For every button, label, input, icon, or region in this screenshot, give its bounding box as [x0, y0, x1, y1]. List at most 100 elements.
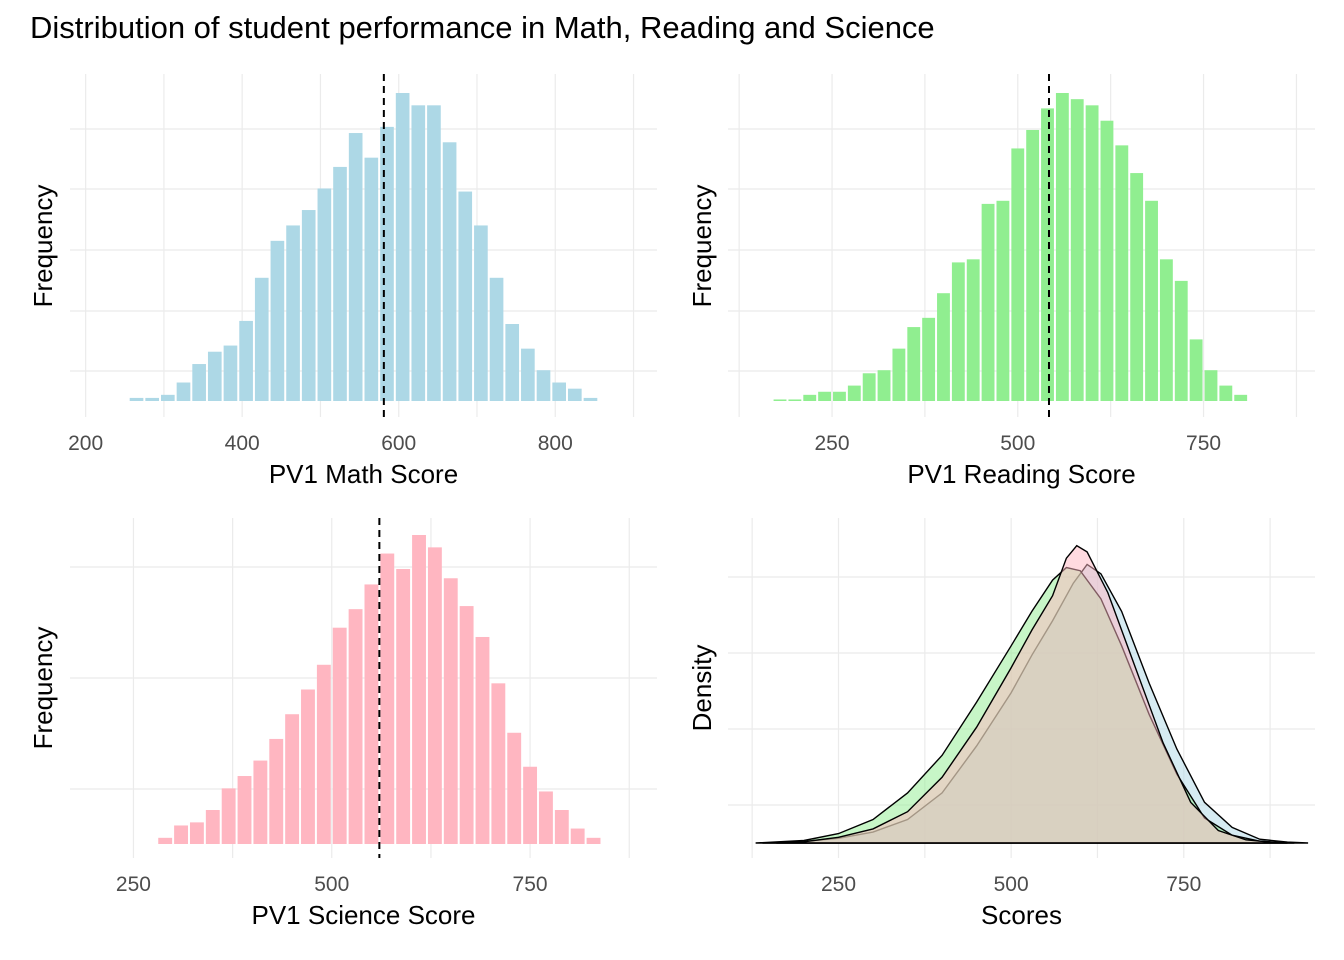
histogram-bar	[907, 327, 921, 401]
histogram-bar	[937, 293, 950, 401]
x-axis-label: PV1 Math Score	[269, 459, 458, 489]
histogram-bar	[459, 606, 474, 844]
histogram-bar	[1085, 105, 1099, 401]
x-tick-label: 750	[1166, 873, 1201, 896]
histogram-bar	[427, 547, 442, 844]
histogram-bar	[567, 388, 582, 401]
histogram-bar	[833, 391, 846, 401]
histogram-bar	[301, 210, 316, 401]
histogram-bar	[474, 225, 488, 401]
histogram-bar	[521, 348, 535, 401]
histogram-bar	[158, 837, 173, 844]
histogram-bar	[554, 810, 569, 844]
histogram-bar	[773, 399, 787, 401]
histogram-bar	[223, 345, 238, 401]
density-curve	[776, 544, 1295, 844]
histogram-bar	[239, 320, 253, 401]
histogram-bar	[145, 397, 160, 401]
histogram-bar	[364, 584, 379, 844]
y-axis-label: Density	[687, 645, 717, 732]
histogram-bar	[570, 828, 585, 844]
histogram-bar	[427, 105, 441, 401]
histogram-bar	[1219, 385, 1233, 401]
x-axis-label: PV1 Science Score	[251, 900, 475, 930]
x-tick-label: 600	[381, 432, 416, 455]
histogram-bar	[270, 240, 285, 401]
y-axis-label: Frequency	[28, 627, 58, 750]
histogram-bar	[818, 391, 832, 401]
histogram-bar	[922, 317, 936, 401]
panel-reading: 250 500 750 PV1 Reading Score Frequency	[687, 74, 1315, 489]
histogram-bar	[586, 837, 601, 844]
histogram-bar	[1026, 129, 1040, 401]
histogram-bar	[507, 732, 522, 844]
histogram-bar	[1100, 120, 1114, 401]
histogram-bar	[380, 126, 394, 401]
panel-math: 200 400 600 800 PV1 Math Score Frequency	[28, 74, 657, 489]
x-tick-label: 250	[815, 432, 850, 455]
histogram-bar	[221, 788, 236, 844]
histogram-bar	[1130, 173, 1144, 401]
x-tick-label: 500	[1000, 432, 1035, 455]
histogram-bar	[348, 609, 363, 844]
x-tick-label: 750	[1186, 432, 1221, 455]
histogram-bar	[176, 382, 191, 401]
histogram-bar	[966, 259, 980, 401]
histogram-bar	[396, 568, 411, 844]
x-tick-label: 400	[225, 432, 260, 455]
panel-density: 250 500 750 Scores Density	[687, 518, 1315, 930]
panel-science: 250 500 750 PV1 Science Score Frequency	[28, 518, 657, 930]
y-axis-label: Frequency	[28, 185, 58, 308]
histogram-bar	[316, 664, 331, 844]
histogram-bar	[205, 810, 220, 844]
histogram-bar	[348, 133, 363, 402]
histogram-bar	[285, 714, 300, 844]
histogram-bar	[129, 397, 144, 401]
histogram-bar	[788, 399, 802, 401]
x-tick-label: 200	[68, 432, 103, 455]
histogram-bar	[539, 791, 553, 844]
histogram-bar	[333, 166, 347, 401]
histogram-bar	[443, 578, 458, 844]
histogram-bar	[317, 188, 332, 401]
histogram-bar	[286, 225, 300, 401]
histogram-bar	[996, 200, 1010, 401]
histogram-bar	[803, 394, 817, 401]
histogram-bar	[1070, 99, 1084, 401]
histogram-bar	[458, 191, 473, 401]
x-tick-label: 800	[538, 432, 573, 455]
histogram-bar	[395, 93, 410, 401]
x-tick-label: 250	[116, 873, 151, 896]
histogram-bar	[161, 394, 175, 401]
histogram-bar	[1055, 93, 1069, 401]
histogram-bar	[207, 351, 222, 401]
histogram-bar	[1189, 339, 1203, 401]
figure-title: Distribution of student performance in M…	[30, 10, 935, 45]
histogram-bar	[1204, 370, 1218, 401]
histogram-bar	[332, 627, 347, 844]
histogram-bar	[847, 385, 861, 401]
histogram-bar	[189, 822, 204, 844]
histogram-bar	[475, 636, 490, 844]
histogram-bar	[1145, 200, 1158, 401]
histogram-bar	[491, 683, 506, 844]
histogram-bar	[523, 766, 538, 844]
histogram-bar	[1011, 148, 1025, 401]
histogram-bar	[1041, 108, 1054, 402]
x-tick-label: 750	[513, 873, 548, 896]
histogram-bar	[301, 689, 315, 844]
histogram-bar	[254, 277, 269, 401]
histogram-bar	[237, 776, 252, 844]
x-axis-label: Scores	[981, 900, 1062, 930]
histogram-bar	[877, 370, 891, 401]
histogram-bar	[892, 348, 906, 401]
histogram-bar	[192, 364, 206, 401]
histogram-bar	[862, 373, 876, 401]
histogram-bar	[536, 370, 551, 401]
histogram-bar	[269, 738, 284, 844]
histogram-bar	[1174, 280, 1188, 401]
histogram-bar	[253, 760, 268, 844]
y-axis-label: Frequency	[687, 185, 717, 308]
histogram-bar	[1159, 259, 1173, 401]
